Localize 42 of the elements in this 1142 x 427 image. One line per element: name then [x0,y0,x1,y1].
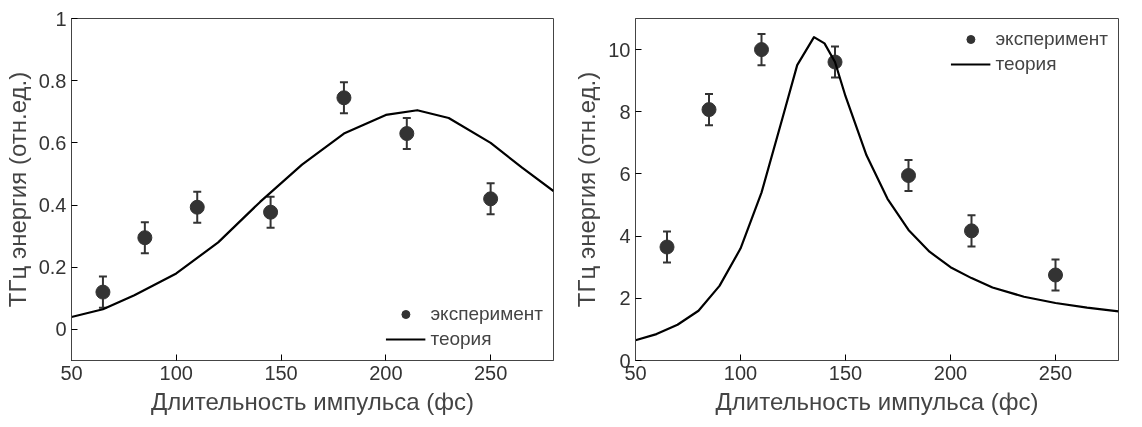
y-axis-title: ТГц энергия (отн.ед.) [573,71,601,308]
point [659,239,675,255]
y-tick-label: 4 [619,225,631,248]
point [754,42,769,58]
legend-label: эксперимент [430,303,543,325]
point [263,204,279,220]
point [901,168,916,183]
y-tick-label: 10 [608,38,631,61]
point [95,284,111,300]
legend-label: теория [430,328,492,350]
point [964,223,979,239]
point [1048,267,1063,283]
y-tick-label: 8 [619,100,631,123]
point [399,126,415,142]
x-tick-label: 200 [369,361,403,384]
x-tick-label: 100 [159,361,193,384]
y-tick-label: 2 [619,287,631,310]
legend-label: эксперимент [995,28,1108,50]
x-tick-label: 100 [723,361,758,384]
x-tick-label: 150 [828,361,863,384]
y-tick-label: 0.4 [38,194,67,217]
x-tick-label: 250 [473,361,508,384]
legend-label: теория [995,53,1057,75]
x-tick-label: 50 [60,361,83,384]
y-tick-label: 0.2 [38,256,67,279]
x-axis-title: Длительность импульса (фс) [715,387,1039,415]
x-axis-title: Длительность импульса (фс) [151,387,474,415]
point [137,230,153,246]
y-tick-label: 0 [55,318,67,341]
point [336,90,352,106]
x-tick-label: 150 [264,361,298,384]
line-series [635,36,1119,342]
point [189,199,205,215]
y-axis-title: ТГц энергия (отн.ед.) [3,71,31,308]
y-tick-label: 6 [619,162,631,185]
point [701,102,717,118]
x-tick-label: 250 [1038,361,1073,384]
y-tick-label: 0.6 [38,131,67,154]
point [483,191,499,207]
y-tick-label: 1 [55,7,67,30]
x-tick-label: 200 [933,361,968,384]
y-tick-label: 0.8 [38,69,67,92]
